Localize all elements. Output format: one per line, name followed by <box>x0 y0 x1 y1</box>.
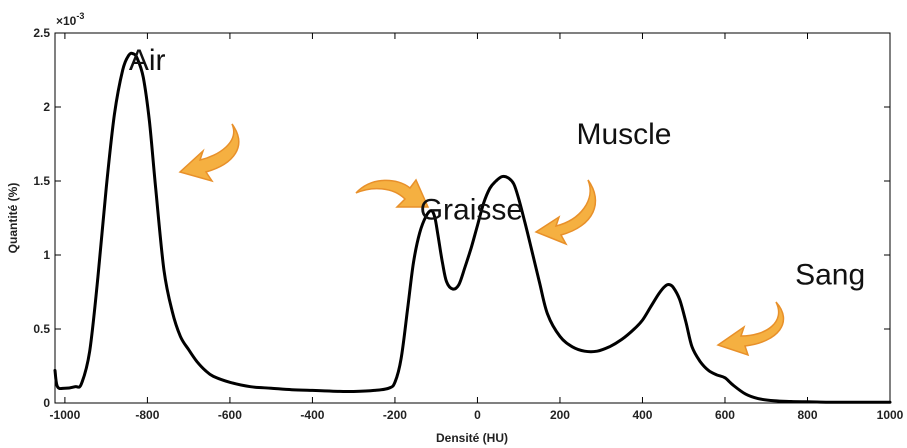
x-tick-label: 200 <box>550 408 570 422</box>
x-tick-label: 1000 <box>877 408 904 422</box>
y-tick-label: 1.5 <box>33 174 50 188</box>
annotation-muscle: Muscle <box>576 118 671 151</box>
arrow-graisse-icon <box>355 178 430 208</box>
y-exponent-power: -3 <box>76 11 84 21</box>
x-tick-label: 800 <box>797 408 817 422</box>
annotations: Air Graisse Muscle Sang <box>129 44 865 292</box>
x-tick-label: 600 <box>715 408 735 422</box>
arrow-muscle-icon <box>534 179 597 246</box>
y-tick-label: 0.5 <box>33 322 50 336</box>
x-tick-label: 400 <box>632 408 652 422</box>
y-tick-label: 2.5 <box>33 26 50 40</box>
x-tick-label: -200 <box>383 408 407 422</box>
x-tick-label: 0 <box>474 408 481 422</box>
x-tick-label: -400 <box>300 408 324 422</box>
y-axis-label: Quantité (%) <box>6 183 20 254</box>
x-axis: -1000 -800 -600 -400 -200 0 200 400 600 800 1000 <box>50 33 904 422</box>
x-axis-label: Densité (HU) <box>436 431 508 445</box>
annotation-sang: Sang <box>795 259 865 292</box>
x-tick-label: -600 <box>218 408 242 422</box>
arrow-air-icon <box>178 123 240 183</box>
x-tick-label: -800 <box>135 408 159 422</box>
x-tick-label: -1000 <box>50 408 81 422</box>
y-exponent-label: ×10-3 <box>56 11 84 28</box>
y-axis: 0 0.5 1 1.5 2 2.5 <box>33 26 890 410</box>
series-layer <box>53 51 892 404</box>
y-tick-label: 0 <box>43 396 50 410</box>
y-tick-label: 1 <box>43 248 50 262</box>
annotation-graisse: Graisse <box>420 193 523 226</box>
annotation-air: Air <box>129 44 166 77</box>
arrow-sang-icon <box>716 301 785 357</box>
series-line-0 <box>53 51 892 404</box>
y-tick-label: 2 <box>43 100 50 114</box>
plot-background <box>54 32 891 404</box>
plot-frame <box>54 32 891 404</box>
